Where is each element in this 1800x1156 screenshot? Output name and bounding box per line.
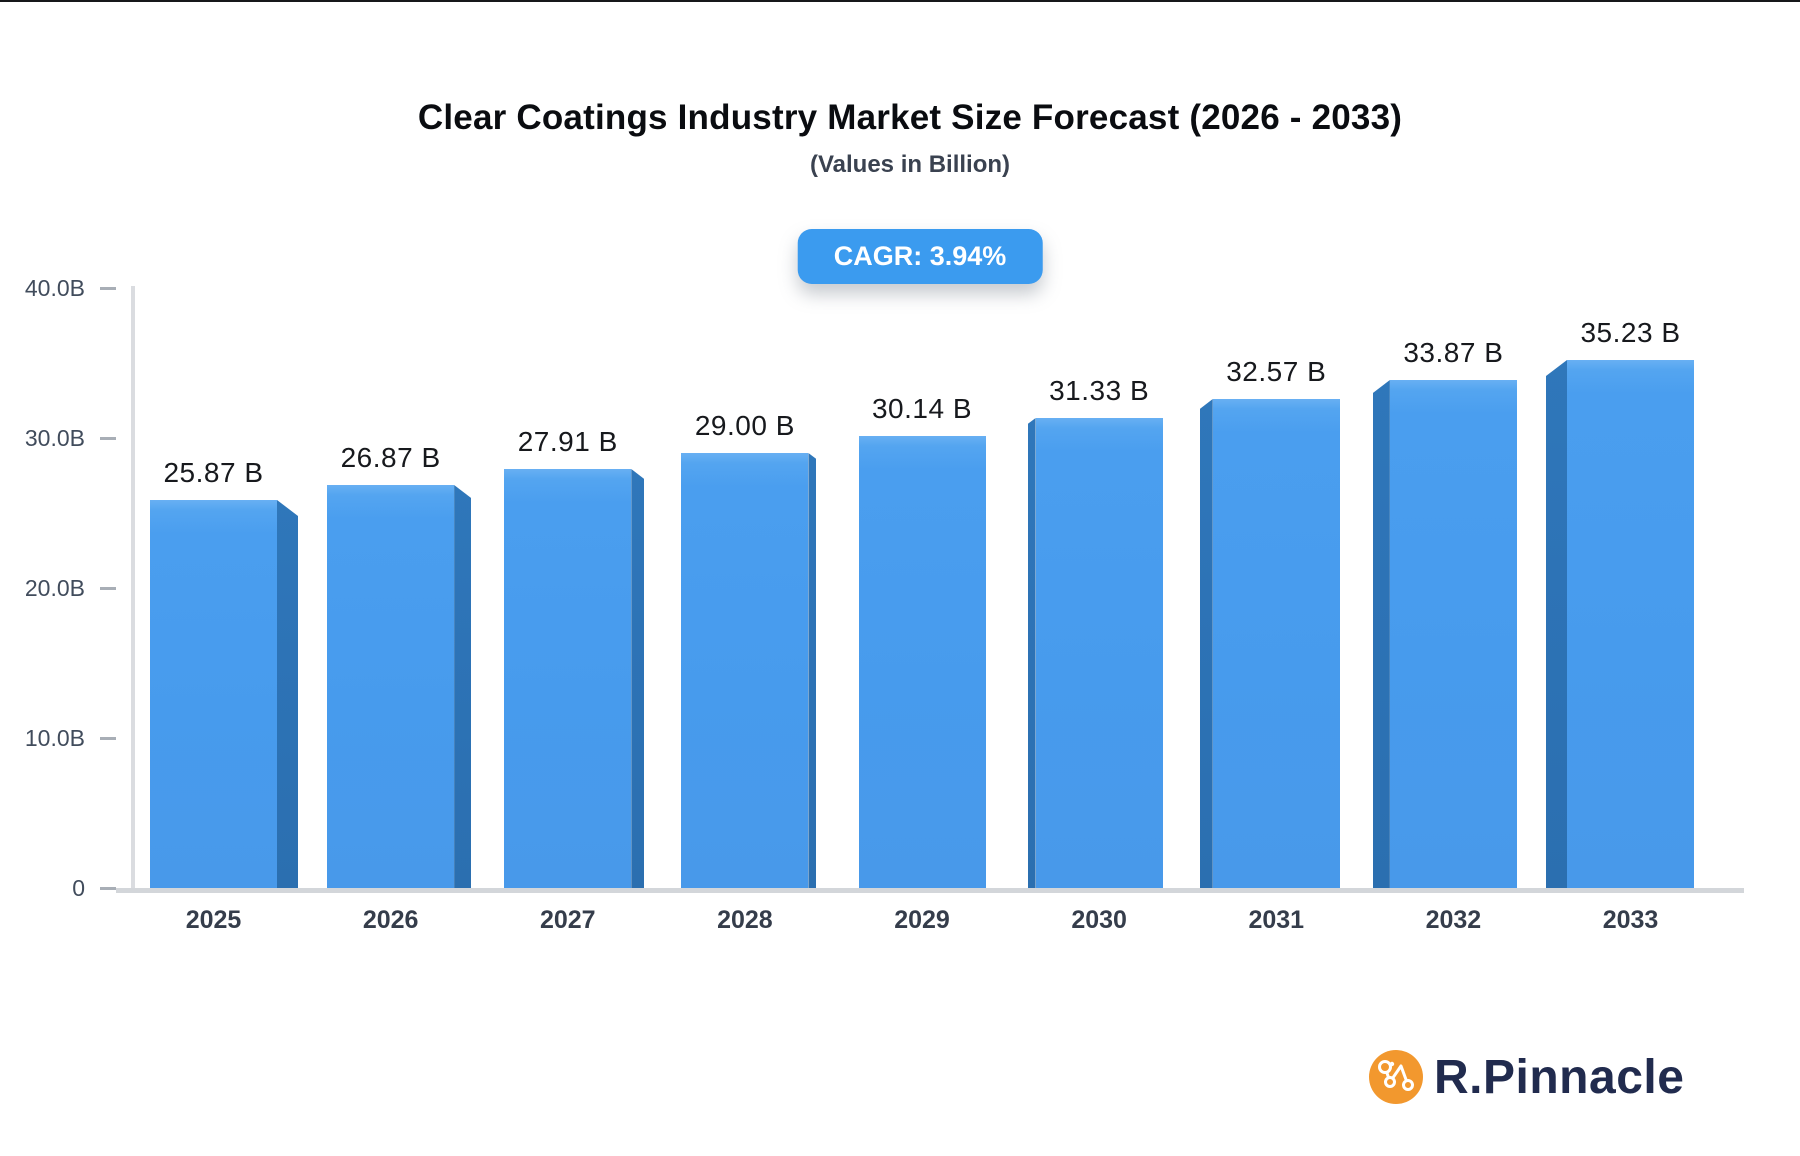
bar-2031 (1212, 399, 1340, 888)
chart-subtitle: (Values in Billion) (809, 151, 1011, 178)
x-axis-label-2030: 2030 (1071, 906, 1127, 934)
y-tick-label-40.0B: 40.0B (24, 275, 85, 301)
bar-2028 (681, 453, 809, 888)
bar-side-2025 (277, 500, 298, 888)
bar-side-2031 (1199, 399, 1213, 888)
bar-side-2030 (1027, 418, 1036, 888)
bar-value-label-2030: 31.33 B (1049, 375, 1150, 406)
y-tick-mark (100, 587, 116, 590)
x-axis-label-2027: 2027 (539, 906, 596, 934)
bar-value-label-2027: 27.91 B (517, 426, 618, 457)
bar-2033 (1567, 360, 1694, 888)
bar-side-2026 (454, 485, 472, 888)
x-axis-label-2028: 2028 (717, 906, 773, 934)
y-tick-label-0: 0 (72, 875, 85, 901)
bar-value-label-2029: 30.14 B (871, 393, 973, 424)
brand-logo: R.Pinnacle (1368, 1048, 1684, 1106)
bar-side-2032 (1372, 380, 1390, 888)
bar-value-label-2031: 32.57 B (1226, 356, 1327, 387)
cagr-badge: CAGR: 3.94% (797, 229, 1043, 284)
bar-value-label-2028: 29.00 B (694, 410, 795, 441)
brand-name: R.Pinnacle (1434, 1050, 1685, 1104)
bar-side-2033 (1546, 360, 1567, 888)
y-tick-label-10.0B: 10.0B (24, 725, 85, 751)
bar-2025 (150, 500, 277, 888)
y-tick-label-30.0B: 30.0B (24, 425, 85, 451)
bar-side-2028 (808, 453, 817, 888)
x-axis-line (116, 888, 1744, 893)
x-axis-label-2032: 2032 (1425, 906, 1482, 934)
bar-value-label-2025: 25.87 B (163, 457, 264, 488)
y-tick-label-20.0B: 20.0B (24, 575, 85, 601)
bar-2032 (1389, 380, 1517, 888)
bar-side-2027 (631, 469, 645, 888)
network-nodes-icon (1369, 1050, 1423, 1104)
bar-value-label-2032: 33.87 B (1403, 337, 1504, 368)
y-tick-mark (100, 887, 116, 890)
bar-value-label-2033: 35.23 B (1580, 317, 1681, 348)
bar-2027 (504, 469, 632, 888)
y-axis-line (131, 286, 135, 893)
bar-2026 (327, 485, 455, 888)
bar-2029 (858, 436, 986, 888)
chart-title: Clear Coatings Industry Market Size Fore… (417, 98, 1403, 137)
x-axis-label-2029: 2029 (894, 906, 950, 934)
x-axis-label-2033: 2033 (1602, 906, 1659, 934)
x-axis-label-2026: 2026 (362, 906, 419, 934)
y-tick-mark (100, 737, 116, 740)
y-tick-mark (100, 287, 116, 290)
bar-2030 (1035, 418, 1163, 888)
y-tick-mark (100, 437, 116, 440)
x-axis-label-2025: 2025 (185, 906, 242, 934)
x-axis-label-2031: 2031 (1248, 906, 1305, 934)
bar-value-label-2026: 26.87 B (340, 442, 441, 473)
